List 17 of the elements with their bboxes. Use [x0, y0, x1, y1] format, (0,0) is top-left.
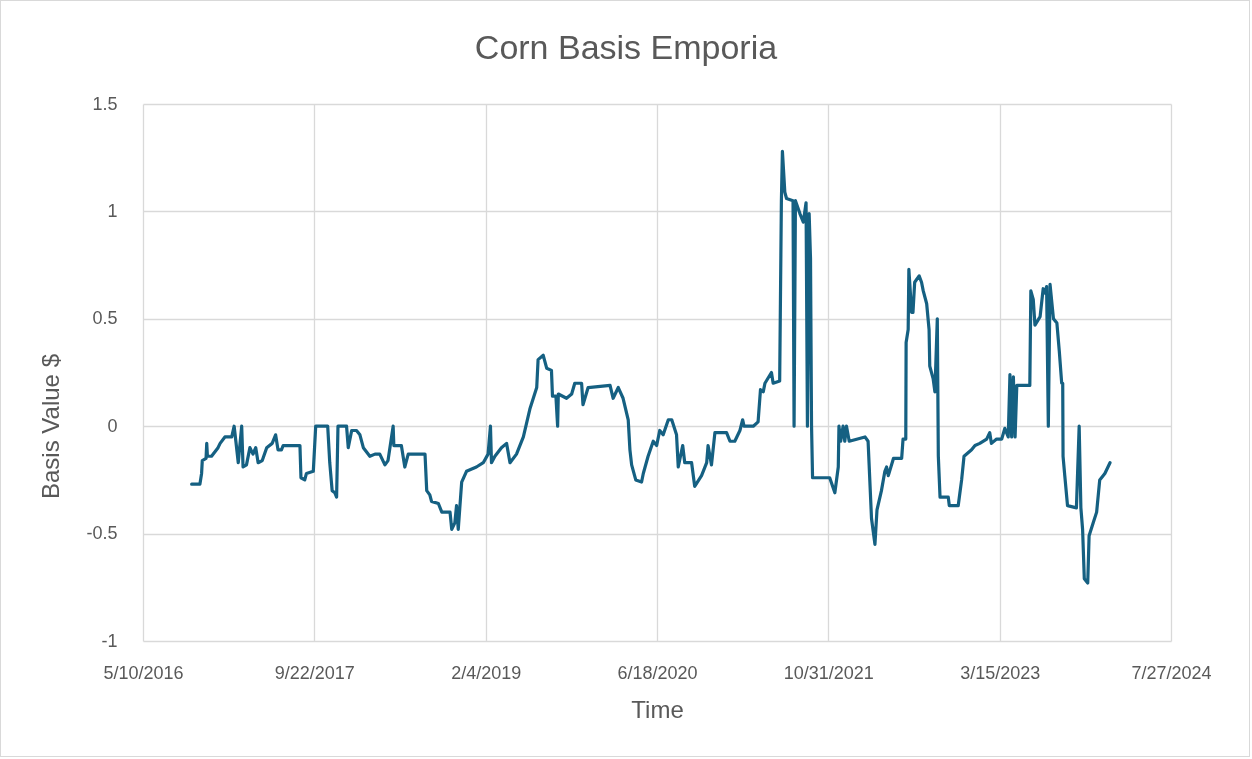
- line-series: [190, 149, 1112, 585]
- x-tick-label: 6/18/2020: [617, 662, 698, 683]
- chart-title: Corn Basis Emporia: [474, 28, 778, 66]
- y-axis-title: Basis Value $: [37, 354, 65, 499]
- x-axis-title: Time: [631, 695, 684, 723]
- y-tick-label: 0.5: [92, 308, 118, 329]
- x-tick-label: 5/10/2016: [103, 662, 184, 683]
- y-tick-label: 1.5: [92, 93, 118, 114]
- x-tick-label: 9/22/2017: [274, 662, 355, 683]
- x-tick-label: 10/31/2021: [783, 662, 874, 683]
- y-tick-label: -0.5: [86, 523, 118, 544]
- x-tick-label: 3/15/2023: [960, 662, 1041, 683]
- x-tick-label: 7/27/2024: [1131, 662, 1212, 683]
- y-tick-label: 1: [107, 200, 118, 221]
- y-tick-label: -1: [101, 630, 118, 651]
- x-tick-label: 2/4/2019: [451, 662, 522, 683]
- y-tick-label: 0: [107, 415, 118, 436]
